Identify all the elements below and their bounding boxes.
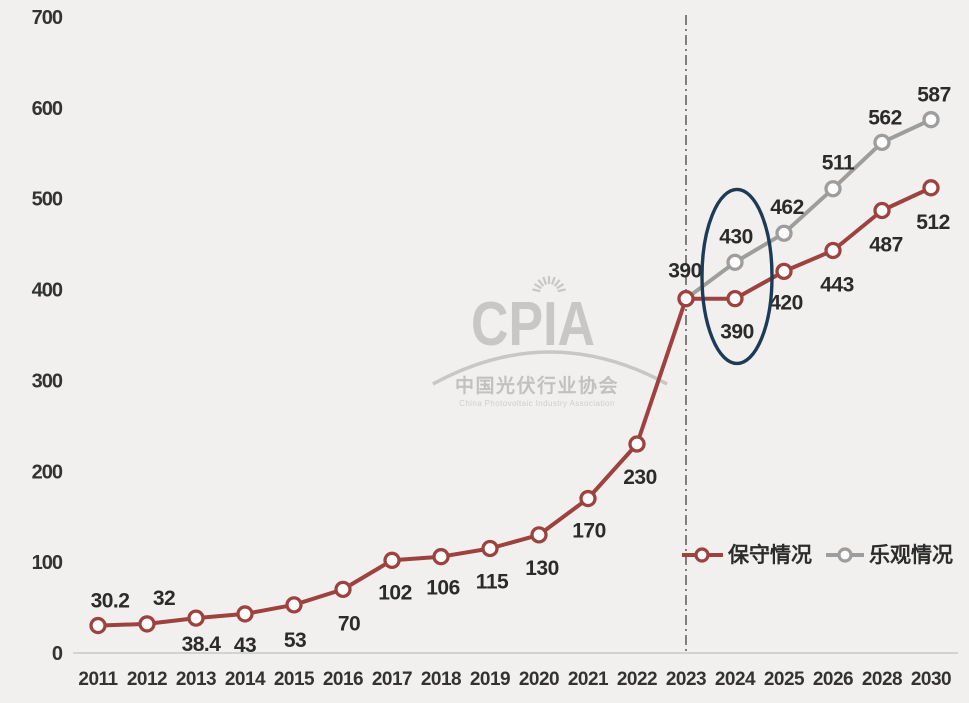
data-point-marker-conservative xyxy=(922,179,940,197)
x-tick-label: 2021 xyxy=(568,669,609,690)
legend-item-optimistic: 乐观情况 xyxy=(826,543,953,567)
x-tick-label: 2026 xyxy=(813,669,853,690)
data-point-marker-conservative xyxy=(383,551,401,569)
sun-ray xyxy=(556,283,565,290)
data-point-marker-conservative xyxy=(481,539,499,558)
watermark-org-name-en: China Photovoltaic Industry Association xyxy=(459,399,615,408)
sun-ray xyxy=(553,279,561,287)
series-line-optimistic xyxy=(684,117,932,301)
x-tick-label: 2011 xyxy=(78,669,118,690)
data-point-label: 30.2 xyxy=(91,590,130,613)
data-point-label: 170 xyxy=(572,520,606,543)
x-tick-label: 2013 xyxy=(176,669,216,690)
data-point-label: 70 xyxy=(338,612,360,635)
data-point-label: 562 xyxy=(868,106,902,129)
data-point-marker-conservative xyxy=(285,596,303,614)
x-tick-label: 2020 xyxy=(519,669,559,690)
data-point-marker-conservative xyxy=(579,489,597,508)
data-point-marker-conservative xyxy=(824,241,842,260)
sun-ray xyxy=(542,276,548,285)
annotations xyxy=(700,187,774,366)
y-tick-label: 400 xyxy=(32,280,63,302)
cpia-watermark: CPIA 中国光伏行业协会 China Photovoltaic Industr… xyxy=(432,276,668,408)
x-tick-label: 2024 xyxy=(715,669,756,690)
y-tick-label: 300 xyxy=(32,370,63,392)
x-tick-label: 2015 xyxy=(274,669,315,690)
data-point-marker-conservative xyxy=(530,526,548,544)
legend: 保守情况 乐观情况 xyxy=(682,543,953,567)
data-point-label: 130 xyxy=(525,557,559,580)
x-tick-label: 2019 xyxy=(470,669,510,690)
data-series: 430 462 511 562 587 30.2 32 38.4 43 53 70 102 106 115… xyxy=(89,84,951,657)
data-point-marker-optimistic xyxy=(824,180,842,198)
data-point-label: 38.4 xyxy=(182,633,222,656)
data-point-label: 587 xyxy=(917,84,951,107)
data-point-marker-conservative xyxy=(236,605,254,623)
data-point-label: 53 xyxy=(284,629,306,652)
data-point-label: 43 xyxy=(234,634,256,657)
data-point-marker-conservative xyxy=(873,201,891,220)
legend-item-conservative: 保守情况 xyxy=(682,543,812,567)
data-point-marker-optimistic xyxy=(873,133,891,152)
data-point-marker-conservative xyxy=(628,435,646,453)
sun-ray xyxy=(557,288,566,293)
y-tick-label: 0 xyxy=(52,643,63,665)
data-point-marker-conservative xyxy=(187,609,205,627)
sun-ray xyxy=(533,283,542,290)
data-point-label: 390 xyxy=(720,321,754,344)
data-point-marker-conservative xyxy=(138,615,156,633)
y-tick-label: 200 xyxy=(32,461,63,483)
y-tick-label: 600 xyxy=(32,98,63,120)
x-tick-label: 2023 xyxy=(666,669,706,690)
data-point-label: 420 xyxy=(769,291,803,314)
data-point-marker-optimistic xyxy=(775,224,793,242)
x-tick-label: 2012 xyxy=(127,669,167,690)
watermark-org-name-cn: 中国光伏行业协会 xyxy=(455,374,619,397)
x-tick-label: 2025 xyxy=(764,669,805,690)
axes: 0 100 200 300 400 500 600 700 2011 2012 2013 2014 20… xyxy=(32,7,958,690)
data-point-label: 430 xyxy=(719,225,753,248)
data-point-marker-conservative xyxy=(677,290,695,308)
y-tick-label: 700 xyxy=(32,7,63,29)
x-tick-label: 2014 xyxy=(225,669,266,690)
x-tick-label: 2028 xyxy=(862,669,902,690)
data-point-label: 511 xyxy=(822,152,855,175)
data-point-marker-conservative xyxy=(726,290,744,308)
data-point-marker-optimistic xyxy=(726,253,744,271)
legend-marker-icon xyxy=(837,547,853,563)
data-point-label: 462 xyxy=(770,196,804,219)
data-point-label: 443 xyxy=(820,274,854,297)
legend-marker-icon xyxy=(694,547,710,563)
data-point-label: 115 xyxy=(476,571,509,594)
y-tick-label: 100 xyxy=(32,552,63,574)
data-point-marker-conservative xyxy=(775,262,793,281)
watermark-arc xyxy=(432,350,668,386)
data-point-label: 390 xyxy=(668,260,702,283)
x-tick-label: 2018 xyxy=(421,669,461,690)
sun-ray xyxy=(532,288,541,293)
legend-label: 保守情况 xyxy=(727,543,812,567)
y-tick-label: 500 xyxy=(32,189,63,211)
data-point-label: 32 xyxy=(153,587,175,610)
x-tick-label: 2017 xyxy=(372,669,412,690)
data-point-marker-optimistic xyxy=(922,111,940,129)
x-tick-label: 2016 xyxy=(323,669,363,690)
sun-ray xyxy=(537,279,545,287)
x-tick-label: 2022 xyxy=(617,669,657,690)
annotation-ellipse xyxy=(700,187,774,366)
legend-label: 乐观情况 xyxy=(869,543,953,567)
data-point-label: 230 xyxy=(623,466,657,489)
data-point-marker-conservative xyxy=(334,580,352,599)
data-point-label: 487 xyxy=(869,234,903,257)
x-tick-label: 2030 xyxy=(911,669,951,690)
data-point-label: 102 xyxy=(378,581,412,604)
data-point-label: 512 xyxy=(916,211,950,234)
watermark-logo-text: CPIA xyxy=(471,290,595,359)
data-point-marker-conservative xyxy=(432,548,450,566)
data-point-label: 106 xyxy=(426,577,460,600)
sun-ray xyxy=(550,276,556,285)
sun-rays-icon xyxy=(532,276,566,293)
data-point-marker-conservative xyxy=(89,616,107,635)
